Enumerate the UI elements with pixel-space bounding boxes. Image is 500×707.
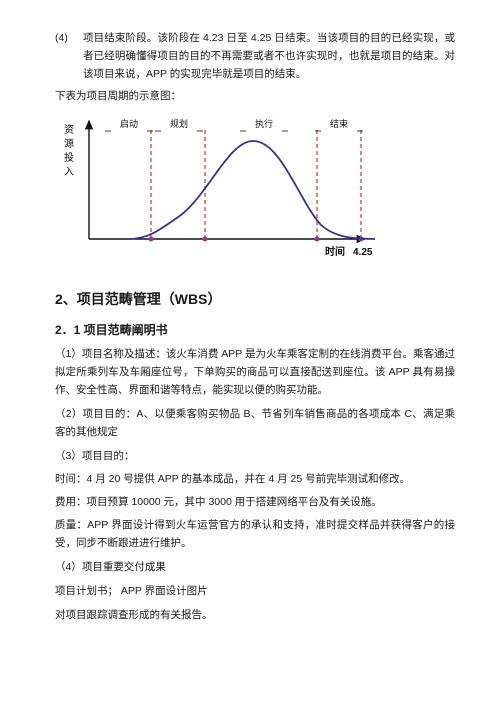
para-deliverables-head: （4）项目重要交付成果	[55, 559, 455, 577]
value-time: 4 月 20 号提供 APP 的基本成品，并在 4 月 25 号前完毕测试和修改…	[87, 473, 411, 485]
para-name-desc: （1）项目名称及描述：该火车消费 APP 是为火车乘客定制的在线消费平台。乘客通…	[55, 346, 455, 400]
svg-text:入: 入	[64, 167, 74, 178]
svg-text:执行: 执行	[255, 118, 273, 129]
value-cost: 项目预算 10000 元，其中 3000 用于搭建网络平台及有关设施。	[87, 496, 382, 508]
svg-text:时间: 时间	[325, 245, 345, 258]
row-cost: 费用：项目预算 10000 元，其中 3000 用于搭建网络平台及有关设施。	[55, 494, 455, 512]
chart-intro: 下表为项目周期的示意图：	[55, 88, 455, 106]
list-item-text: 项目结束阶段。该阶段在 4.23 日至 4.25 日结束。当该项目的目的已经实现…	[83, 30, 455, 84]
svg-text:4.25 日: 4.25 日	[353, 246, 375, 258]
label-cost: 费用：	[55, 496, 87, 508]
label-quality: 质量：	[55, 519, 87, 531]
svg-text:启动: 启动	[120, 118, 138, 129]
row-quality: 质量：APP 界面设计得到火车运营官方的承认和支持，准时提交样品并获得客户的接受…	[55, 517, 455, 553]
svg-text:资: 资	[64, 124, 74, 136]
row-time: 时间：4 月 20 号提供 APP 的基本成品，并在 4 月 25 号前完毕测试…	[55, 471, 455, 489]
project-lifecycle-chart: 资源投入 启动 规划 执行 结束时间 4.25 日	[55, 111, 455, 278]
svg-text:源: 源	[64, 137, 74, 150]
svg-text:投: 投	[64, 151, 74, 164]
list-item-number: (4)	[55, 30, 83, 84]
svg-text:结束: 结束	[330, 118, 348, 129]
svg-text:规划: 规划	[170, 118, 188, 129]
label-time: 时间：	[55, 473, 87, 485]
list-item-4: (4) 项目结束阶段。该阶段在 4.23 日至 4.25 日结束。当该项目的目的…	[55, 30, 455, 84]
value-quality: APP 界面设计得到火车运营官方的承认和支持，准时提交样品并获得客户的接受，同步…	[55, 519, 455, 549]
para-objective-3: （3）项目目的：	[55, 448, 455, 466]
heading-2-1: 2．1 项目范畴阐明书	[55, 320, 455, 340]
para-report: 对项目跟踪调查形成的有关报告。	[55, 607, 455, 625]
heading-2: 2、项目范畴管理（WBS）	[55, 288, 455, 312]
para-objective-abc: （2）项目目的：A、以便乘客购买物品 B、节省列车销售商品的各项成本 C、满足乘…	[55, 406, 455, 442]
para-deliverables-list: 项目计划书； APP 界面设计图片	[55, 583, 455, 601]
